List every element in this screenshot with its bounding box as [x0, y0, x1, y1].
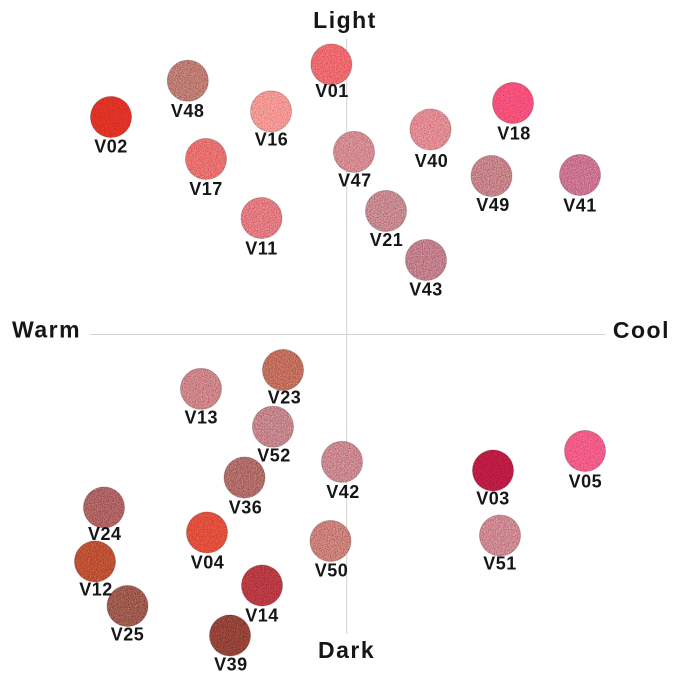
svg-text:V39: V39 [214, 655, 248, 675]
svg-text:V21: V21 [370, 230, 404, 250]
svg-text:V52: V52 [257, 446, 291, 466]
svg-text:V24: V24 [88, 524, 122, 544]
svg-text:V12: V12 [79, 580, 113, 600]
svg-text:V42: V42 [326, 482, 360, 502]
svg-text:V40: V40 [415, 151, 449, 171]
svg-text:Cool: Cool [613, 317, 670, 343]
svg-text:Warm: Warm [12, 317, 81, 343]
svg-text:V47: V47 [338, 170, 372, 190]
svg-text:V01: V01 [315, 81, 349, 101]
svg-text:Light: Light [313, 7, 377, 33]
svg-text:V17: V17 [189, 179, 223, 199]
svg-text:V51: V51 [483, 553, 517, 573]
svg-text:V25: V25 [111, 624, 145, 644]
svg-text:V16: V16 [255, 129, 289, 149]
svg-text:V02: V02 [94, 136, 128, 156]
svg-text:V48: V48 [171, 101, 205, 121]
svg-text:V49: V49 [476, 195, 510, 215]
svg-text:V11: V11 [245, 239, 278, 259]
svg-text:V05: V05 [569, 472, 603, 492]
svg-text:V41: V41 [563, 196, 597, 216]
svg-text:V23: V23 [268, 387, 302, 407]
svg-text:V04: V04 [191, 552, 225, 572]
svg-text:V50: V50 [315, 560, 349, 580]
svg-text:V43: V43 [409, 280, 443, 300]
svg-text:V18: V18 [497, 123, 531, 143]
svg-text:V13: V13 [185, 407, 219, 427]
svg-text:V36: V36 [229, 497, 263, 517]
svg-text:Dark: Dark [318, 637, 375, 663]
svg-text:V14: V14 [245, 605, 279, 625]
svg-text:V03: V03 [476, 489, 510, 509]
